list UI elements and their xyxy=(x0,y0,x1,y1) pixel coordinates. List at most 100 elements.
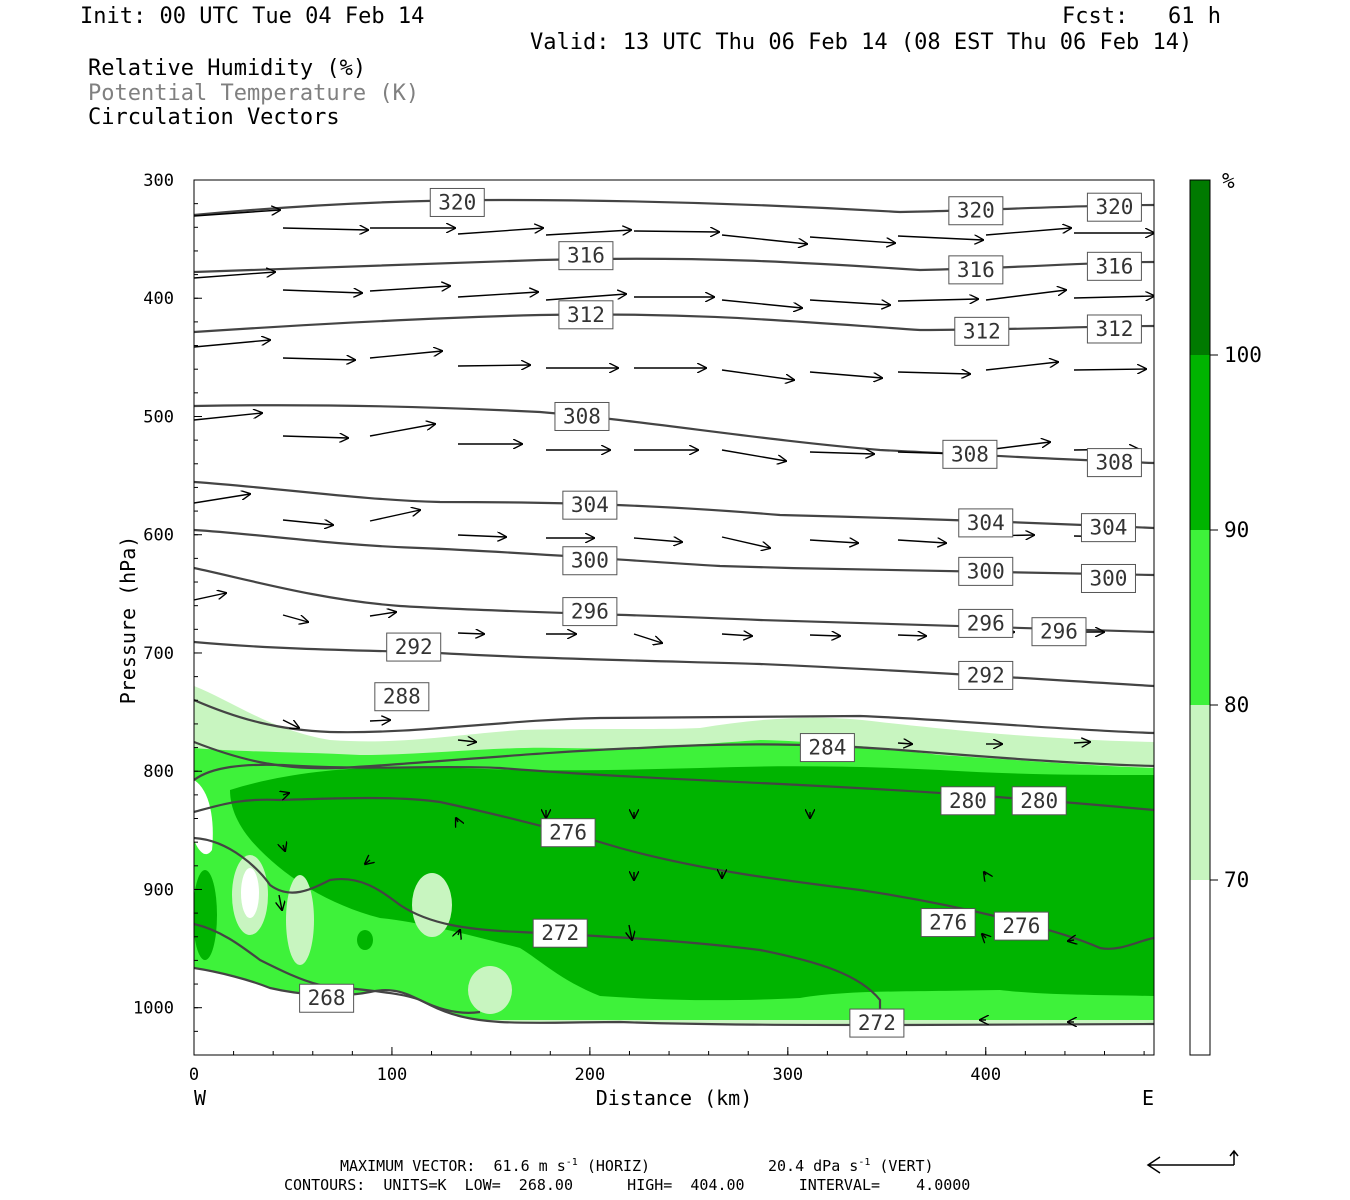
vector xyxy=(721,536,770,548)
vector xyxy=(282,290,362,293)
y-tick-label: 400 xyxy=(143,289,174,309)
colorbar-frame xyxy=(1189,179,1211,1056)
contour-label-text: 308 xyxy=(951,442,989,466)
footer-max-vector: MAXIMUM VECTOR: 61.6 m s-1 (HORIZ) xyxy=(340,1157,651,1175)
rh-shading xyxy=(194,686,1154,1055)
x-tick-label: 200 xyxy=(575,1065,606,1085)
y-tick-label: 500 xyxy=(143,407,174,427)
contour-label-text: 320 xyxy=(957,199,995,223)
vector xyxy=(458,930,460,935)
vector xyxy=(897,743,912,744)
contour-label-box xyxy=(948,196,1004,226)
vector xyxy=(279,894,282,910)
y-tick-label: 600 xyxy=(143,526,174,546)
x-tick-label: 400 xyxy=(970,1065,1001,1085)
forecast-hour: Fcst: 61 h xyxy=(1062,4,1221,29)
contour-label: 296 xyxy=(1031,617,1087,647)
contour-label-box xyxy=(958,660,1014,690)
contour-label-box xyxy=(958,508,1014,538)
colorbar-80 xyxy=(1190,530,1210,705)
contour-label-text: 316 xyxy=(1095,254,1133,278)
contour-label-text: 280 xyxy=(949,789,987,813)
contour-label: 280 xyxy=(940,786,996,816)
contour-label: 276 xyxy=(540,818,596,848)
y-tick-label: 900 xyxy=(143,880,174,900)
x-tick-label: 100 xyxy=(377,1065,408,1085)
colorbar-label-80: 80 xyxy=(1224,693,1249,717)
x-left-label: W xyxy=(194,1086,207,1110)
contour-label: 304 xyxy=(958,508,1014,538)
rh-patch-5 xyxy=(194,870,217,960)
colorbar-100 xyxy=(1190,180,1210,355)
x-right-label: E xyxy=(1142,1086,1154,1110)
vector xyxy=(457,365,530,366)
vector xyxy=(369,351,442,359)
vector xyxy=(283,845,285,851)
contour-label-text: 276 xyxy=(1002,914,1040,938)
valid-time: Valid: 13 UTC Thu 06 Feb 14 (08 EST Thu … xyxy=(530,30,1193,55)
contour-label-text: 296 xyxy=(571,600,609,624)
vector xyxy=(457,633,484,634)
reference-vector xyxy=(1146,1149,1239,1174)
contour-label: 292 xyxy=(958,660,1014,690)
vector xyxy=(721,449,786,461)
contour-label-box xyxy=(558,241,614,271)
vector xyxy=(457,228,543,235)
vector xyxy=(456,818,458,822)
y-axis-title: Pressure (hPa) xyxy=(116,536,140,705)
contour-label: 308 xyxy=(1086,448,1142,478)
contour-272 xyxy=(194,836,882,1010)
contour-312 xyxy=(194,313,1154,334)
contour-label-text: 304 xyxy=(967,511,1005,535)
contour-label: 268 xyxy=(299,983,355,1013)
contour-label: 308 xyxy=(942,439,998,469)
vector xyxy=(897,635,926,636)
vector xyxy=(194,413,262,421)
contour-label-text: 276 xyxy=(549,821,587,845)
vector xyxy=(457,740,476,742)
contour-label-box xyxy=(1080,563,1136,593)
x-axis-title: Distance (km) xyxy=(596,1086,753,1110)
contour-288 xyxy=(194,698,1154,735)
x-tick-label: 0 xyxy=(189,1065,199,1085)
contour-label-text: 320 xyxy=(1095,195,1133,219)
vector xyxy=(194,272,275,279)
vector xyxy=(633,231,719,232)
vector xyxy=(897,540,946,543)
y-tick-label: 800 xyxy=(143,762,174,782)
vector xyxy=(369,720,390,721)
vector xyxy=(809,299,890,305)
contour-label-box xyxy=(1086,448,1142,478)
contour-label: 312 xyxy=(1086,314,1142,344)
vector xyxy=(194,593,226,601)
vector xyxy=(365,860,370,864)
contour-276 xyxy=(194,796,1154,950)
circulation-vectors xyxy=(194,210,1154,1022)
contour-label-text: 316 xyxy=(567,244,605,268)
colorbar: % 100 90 80 70 xyxy=(1189,169,1262,1056)
contour-316 xyxy=(194,257,1154,274)
vector xyxy=(369,612,396,616)
contour-label-box xyxy=(942,439,998,469)
vector xyxy=(282,436,348,438)
contour-label: 316 xyxy=(1086,251,1142,281)
colorbar-90 xyxy=(1190,355,1210,530)
contour-label-box xyxy=(558,300,614,330)
contour-label-text: 300 xyxy=(1090,566,1128,590)
contour-label-text: 296 xyxy=(967,611,1005,635)
vector xyxy=(985,290,1066,301)
vector xyxy=(369,424,435,437)
colorbar-label-70: 70 xyxy=(1224,868,1249,892)
axis-layer: 0 100 200 300 400 300 400 500 600 700 800 900 1000 xyxy=(133,171,1145,1085)
contour-280 xyxy=(194,763,1154,812)
contour-label-text: 308 xyxy=(1095,451,1133,475)
contour-label-text: 280 xyxy=(1020,789,1058,813)
vector xyxy=(809,635,840,636)
contour-label: 312 xyxy=(954,316,1010,346)
vector xyxy=(897,299,978,301)
contour-label-box xyxy=(1011,786,1067,816)
contour-label: 280 xyxy=(1011,786,1067,816)
contour-label-text: 276 xyxy=(929,911,967,935)
vector xyxy=(982,934,986,938)
contour-label-box xyxy=(948,255,1004,285)
